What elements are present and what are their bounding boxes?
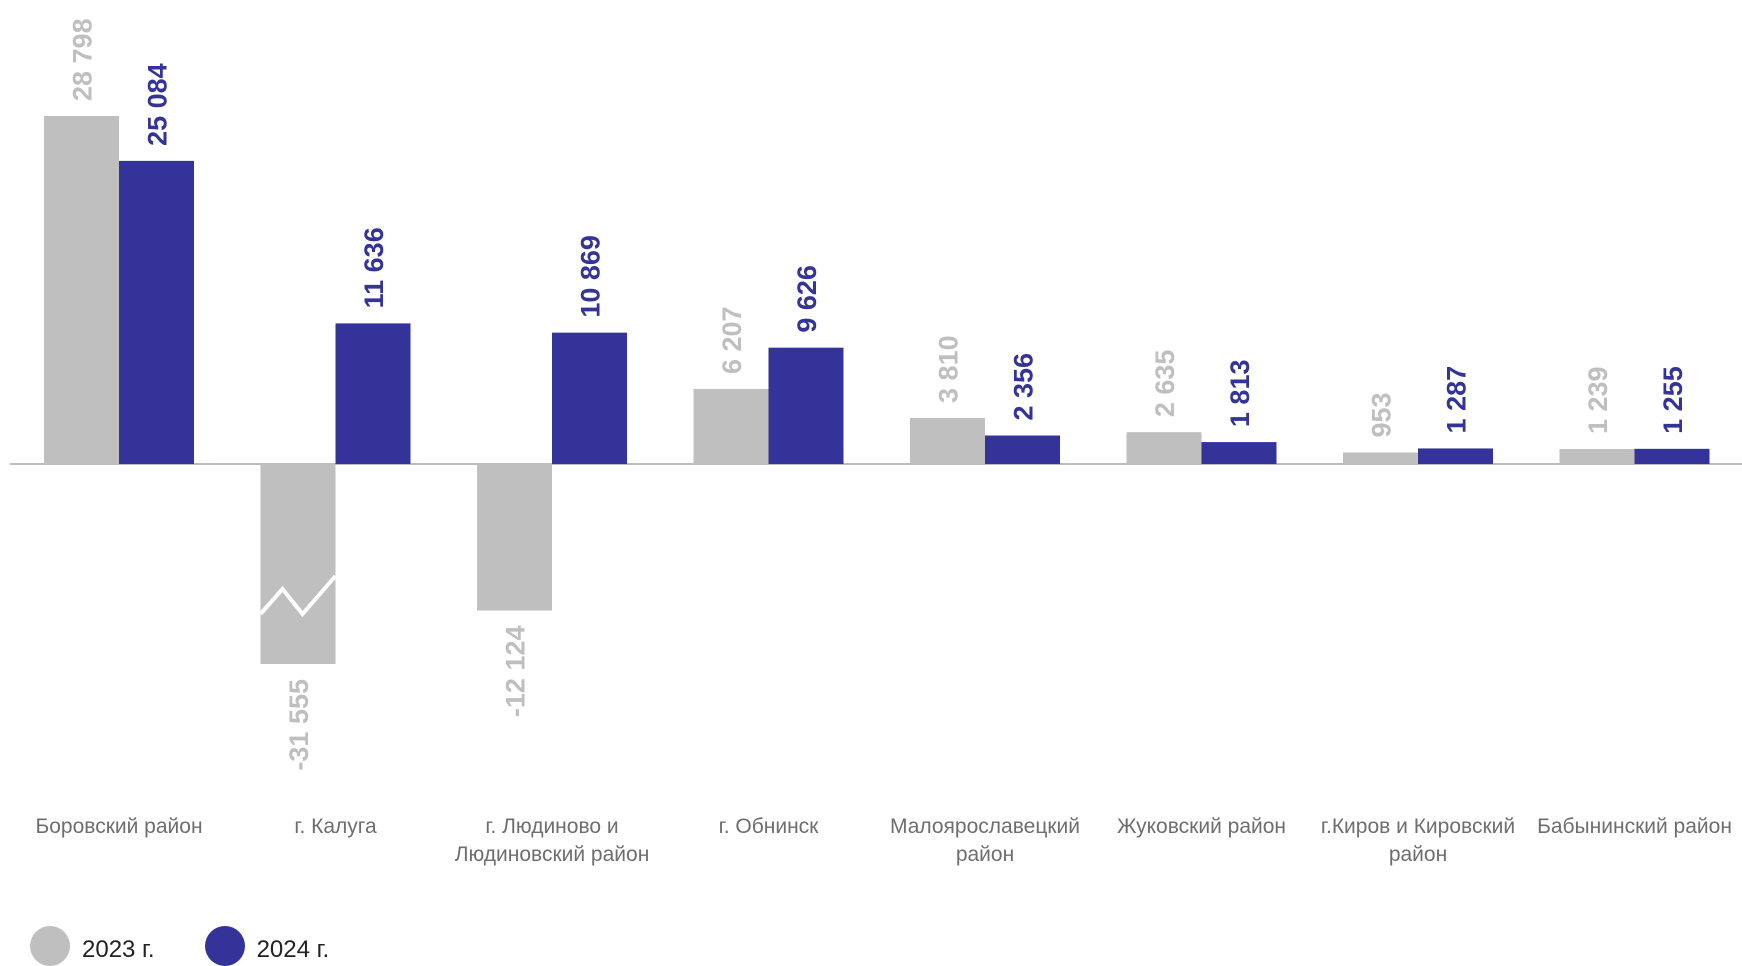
category-label: г.Киров и Кировский район (1321, 815, 1515, 866)
category-label: г. Обнинск (719, 815, 820, 838)
data-label: 10 869 (576, 235, 606, 318)
bar-2024 (768, 347, 844, 464)
category-label-line: район (956, 843, 1014, 866)
data-label: 1 239 (1583, 366, 1613, 434)
category-label: г. Калуга (294, 815, 377, 838)
category-label-line: Боровский район (35, 815, 202, 838)
data-label: 1 255 (1658, 366, 1688, 434)
category-label: Боровский район (35, 815, 202, 838)
category-label: Жуковский район (1117, 815, 1286, 838)
bar-2023 (1559, 449, 1635, 464)
legend: 2023 г. 2024 г. (30, 920, 329, 966)
bar-2023 (910, 417, 985, 464)
bar-2024 (335, 323, 411, 464)
legend-swatch-2023 (30, 926, 70, 966)
legend-item-2023: 2023 г. (30, 920, 155, 966)
bar-2024 (552, 332, 627, 464)
category-label-line: Бабынинский район (1537, 815, 1732, 838)
data-label: 953 (1367, 392, 1397, 437)
data-label: 9 626 (792, 265, 822, 333)
bar-2024 (1418, 448, 1493, 464)
category-label-line: г. Обнинск (719, 815, 820, 838)
category-label-line: район (1389, 843, 1447, 866)
category-label: Малоярославецкий район (890, 815, 1080, 866)
axis-break-mark (258, 574, 338, 618)
bar-2024 (119, 160, 194, 464)
category-label-line: г. Калуга (294, 815, 377, 838)
category-label-line: Малоярославецкий (890, 815, 1080, 838)
category-label-line: г.Киров и Кировский (1321, 815, 1515, 838)
data-label: 1 813 (1225, 360, 1255, 428)
data-label: 2 356 (1009, 353, 1039, 421)
data-label: -12 124 (501, 626, 531, 718)
data-label: 28 798 (68, 18, 98, 101)
bar-2023 (477, 464, 552, 611)
data-label: 1 287 (1442, 366, 1472, 434)
data-label: -31 555 (284, 679, 314, 771)
bar-2023 (1343, 452, 1418, 464)
data-label: 6 207 (717, 306, 747, 374)
data-label: 2 635 (1150, 350, 1180, 418)
legend-swatch-2024 (204, 926, 245, 966)
bar-2023 (44, 116, 119, 464)
bar-2024 (1634, 448, 1710, 464)
category-label-line: Людиновский район (455, 843, 650, 866)
category-label: Бабынинский район (1537, 815, 1732, 838)
bar-2023 (260, 464, 336, 664)
bar-2023 (693, 388, 769, 464)
data-label: 25 084 (143, 63, 173, 146)
legend-item-2024: 2024 г. (204, 920, 329, 966)
bar-2024 (1201, 442, 1277, 464)
data-label: 3 810 (934, 335, 964, 403)
legend-label-2023: 2023 г. (82, 936, 155, 963)
category-label-line: Жуковский район (1117, 815, 1286, 838)
data-label: 11 636 (359, 227, 389, 308)
legend-label-2024: 2024 г. (256, 936, 330, 963)
category-label: г. Людиново и Людиновский район (455, 815, 650, 866)
category-label-line: г. Людиново и (485, 815, 618, 838)
bar-2023 (1126, 432, 1202, 464)
bar-2024 (985, 435, 1060, 464)
